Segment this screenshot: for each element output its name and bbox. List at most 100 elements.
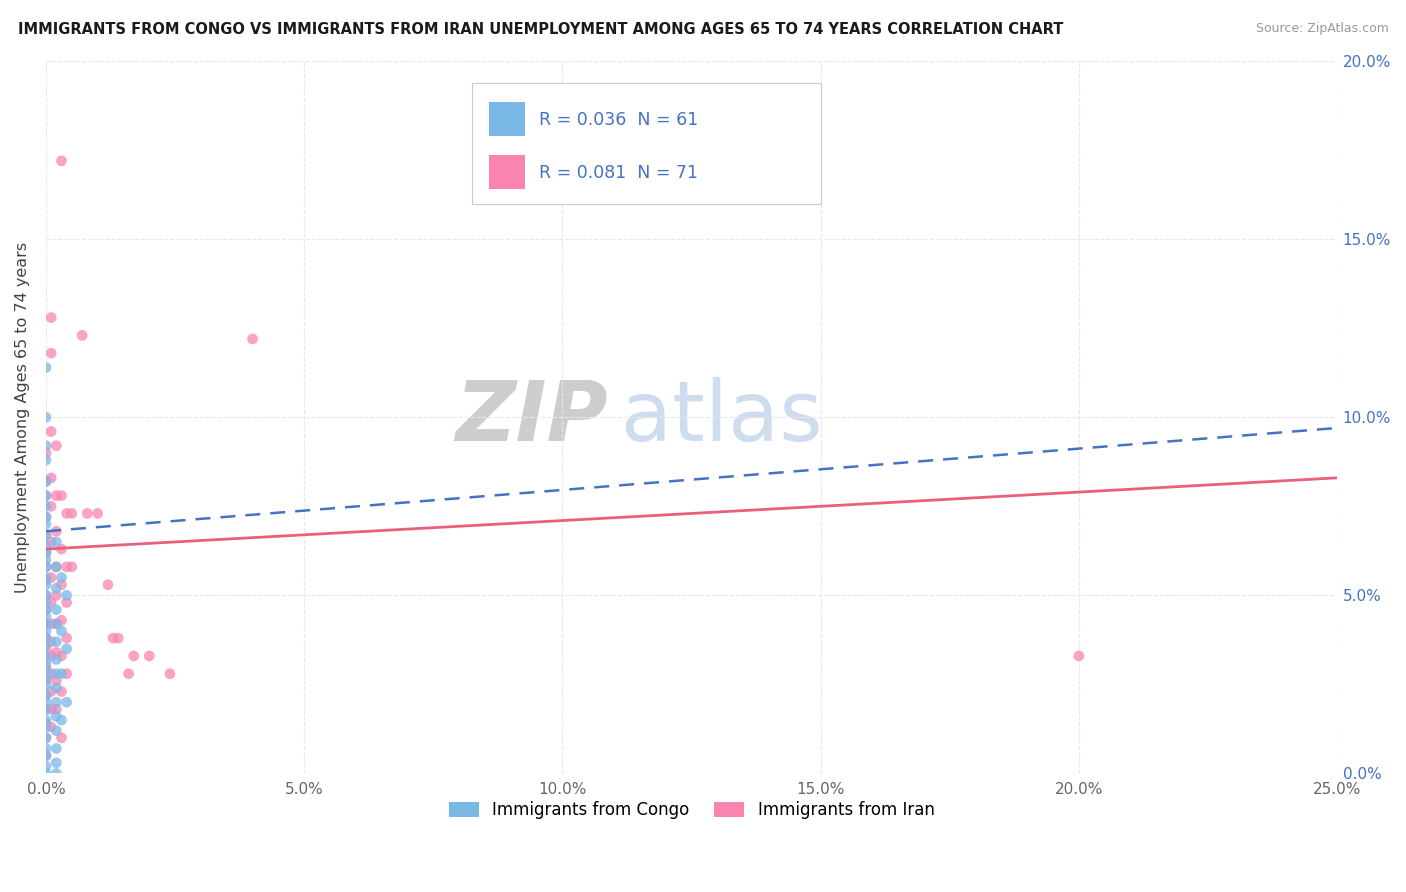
FancyBboxPatch shape: [472, 82, 821, 203]
Point: [35, 766, 58, 780]
Point: [97, 577, 120, 591]
FancyBboxPatch shape: [489, 155, 524, 189]
Point: [39, 648, 62, 663]
Point: [35, 609, 58, 624]
Point: [35, 360, 58, 375]
Point: [35, 570, 58, 584]
Point: [35, 638, 58, 652]
Point: [35, 702, 58, 716]
Point: [39, 310, 62, 325]
FancyBboxPatch shape: [489, 102, 524, 136]
Point: [39, 684, 62, 698]
Point: [35, 659, 58, 673]
Text: atlas: atlas: [620, 376, 823, 458]
Point: [45, 666, 67, 681]
Point: [35, 588, 58, 602]
Point: [101, 631, 124, 645]
Point: [45, 588, 67, 602]
Text: R = 0.081  N = 71: R = 0.081 N = 71: [538, 164, 699, 182]
Point: [35, 453, 58, 467]
Point: [45, 602, 67, 616]
Point: [35, 641, 58, 656]
Text: R = 0.036  N = 61: R = 0.036 N = 61: [538, 111, 699, 128]
Point: [35, 574, 58, 588]
Point: [35, 688, 58, 702]
Point: [35, 759, 58, 773]
Point: [1067, 648, 1090, 663]
Point: [35, 553, 58, 567]
Point: [55, 560, 77, 574]
Point: [45, 702, 67, 716]
Point: [45, 756, 67, 770]
Text: Source: ZipAtlas.com: Source: ZipAtlas.com: [1256, 22, 1389, 36]
Point: [35, 588, 58, 602]
Point: [35, 577, 58, 591]
Point: [35, 410, 58, 425]
Point: [35, 624, 58, 638]
Point: [35, 439, 58, 453]
Point: [35, 748, 58, 763]
Point: [51, 624, 73, 638]
Point: [45, 645, 67, 659]
Point: [35, 731, 58, 745]
Point: [39, 720, 62, 734]
Point: [242, 332, 264, 346]
Point: [39, 634, 62, 648]
Point: [35, 475, 58, 489]
Point: [55, 695, 77, 709]
Point: [35, 656, 58, 670]
Point: [35, 713, 58, 727]
Point: [35, 670, 58, 684]
Point: [51, 489, 73, 503]
Point: [35, 489, 58, 503]
Point: [86, 507, 108, 521]
Y-axis label: Unemployment Among Ages 65 to 74 years: Unemployment Among Ages 65 to 74 years: [15, 242, 30, 593]
Point: [60, 560, 83, 574]
Point: [51, 684, 73, 698]
Point: [51, 153, 73, 168]
Point: [51, 648, 73, 663]
Point: [39, 570, 62, 584]
Point: [39, 346, 62, 360]
Point: [45, 741, 67, 756]
Point: [107, 631, 129, 645]
Point: [55, 595, 77, 609]
Point: [35, 446, 58, 460]
Point: [35, 648, 58, 663]
Point: [45, 723, 67, 738]
Point: [45, 524, 67, 539]
Point: [35, 510, 58, 524]
Point: [55, 666, 77, 681]
Point: [35, 702, 58, 716]
Point: [45, 695, 67, 709]
Point: [35, 602, 58, 616]
Point: [51, 542, 73, 557]
Point: [60, 507, 83, 521]
Point: [45, 616, 67, 631]
Point: [39, 595, 62, 609]
Point: [51, 613, 73, 627]
Point: [39, 702, 62, 716]
Point: [35, 663, 58, 677]
Point: [117, 666, 139, 681]
Point: [35, 560, 58, 574]
Legend: Immigrants from Congo, Immigrants from Iran: Immigrants from Congo, Immigrants from I…: [441, 794, 941, 826]
Point: [45, 673, 67, 688]
Text: IMMIGRANTS FROM CONGO VS IMMIGRANTS FROM IRAN UNEMPLOYMENT AMONG AGES 65 TO 74 Y: IMMIGRANTS FROM CONGO VS IMMIGRANTS FROM…: [18, 22, 1064, 37]
Point: [51, 731, 73, 745]
Point: [45, 616, 67, 631]
Point: [45, 489, 67, 503]
Point: [35, 695, 58, 709]
Point: [35, 528, 58, 542]
Point: [51, 666, 73, 681]
Point: [122, 648, 145, 663]
Point: [45, 581, 67, 595]
Point: [35, 688, 58, 702]
Point: [35, 489, 58, 503]
Point: [138, 648, 160, 663]
Text: ZIP: ZIP: [456, 376, 607, 458]
Point: [39, 471, 62, 485]
Point: [39, 425, 62, 439]
Point: [45, 709, 67, 723]
Point: [45, 681, 67, 695]
